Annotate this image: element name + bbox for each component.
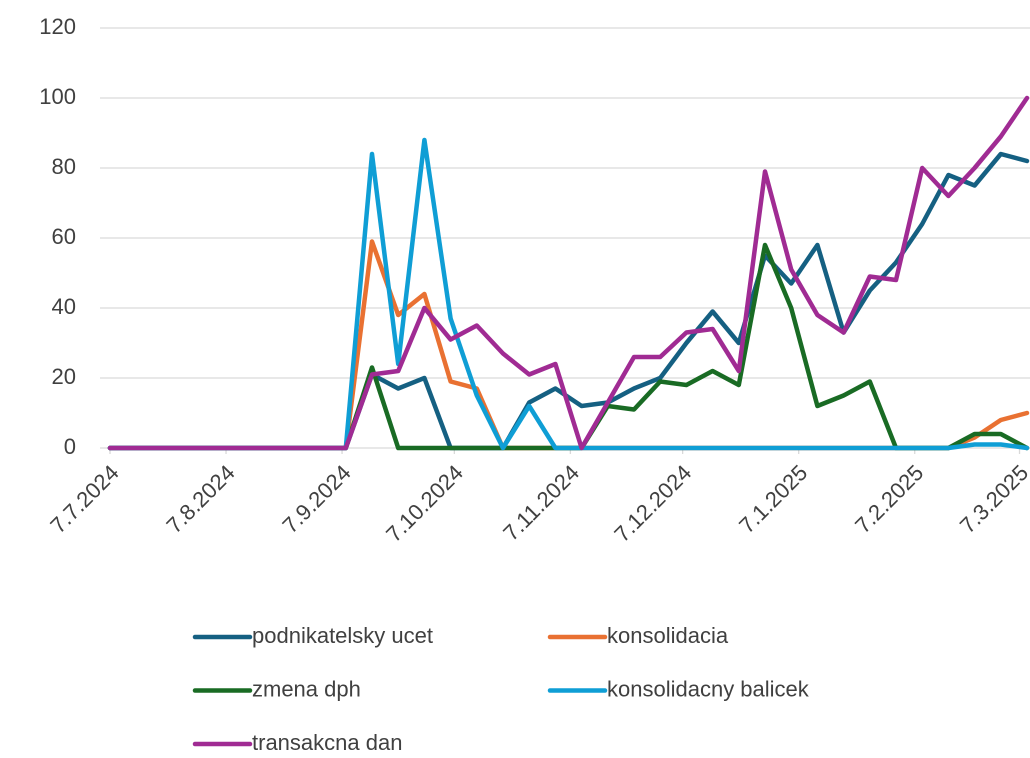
- y-tick-label: 0: [64, 434, 76, 459]
- x-tick-label: 7.7.2024: [45, 460, 123, 538]
- x-tick-label: 7.2.2025: [850, 460, 928, 538]
- x-tick-label: 7.9.2024: [277, 460, 355, 538]
- legend-label: podnikatelsky ucet: [252, 623, 433, 648]
- x-tick-label: 7.3.2025: [955, 460, 1030, 538]
- legend-label: konsolidacia: [607, 623, 729, 648]
- legend-label: konsolidacny balicek: [607, 676, 810, 701]
- y-tick-label: 40: [52, 294, 76, 319]
- y-tick-label: 120: [39, 14, 76, 39]
- y-tick-label: 20: [52, 364, 76, 389]
- y-tick-label: 60: [52, 224, 76, 249]
- y-tick-label: 80: [52, 154, 76, 179]
- series-line: [107, 242, 1030, 451]
- y-tick-label: 100: [39, 84, 76, 109]
- x-tick-label: 7.12.2024: [609, 460, 696, 547]
- series-line: [107, 95, 1030, 451]
- x-tick-label: 7.10.2024: [381, 460, 468, 547]
- x-tick-label: 7.11.2024: [498, 460, 584, 546]
- x-tick-label: 7.8.2024: [161, 460, 239, 538]
- legend-label: zmena dph: [252, 676, 361, 701]
- x-tick-label: 7.1.2025: [734, 460, 812, 538]
- legend-label: transakcna dan: [252, 730, 402, 755]
